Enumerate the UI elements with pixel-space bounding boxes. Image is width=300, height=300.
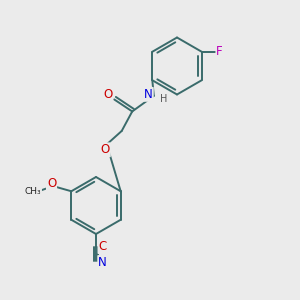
Text: H: H [160,94,167,104]
Text: F: F [216,45,223,58]
Text: C: C [98,240,107,253]
Text: O: O [103,88,112,100]
Text: O: O [100,143,110,156]
Text: CH₃: CH₃ [25,187,41,196]
Text: N: N [144,88,153,101]
Text: N: N [98,256,107,269]
Text: O: O [47,177,56,190]
